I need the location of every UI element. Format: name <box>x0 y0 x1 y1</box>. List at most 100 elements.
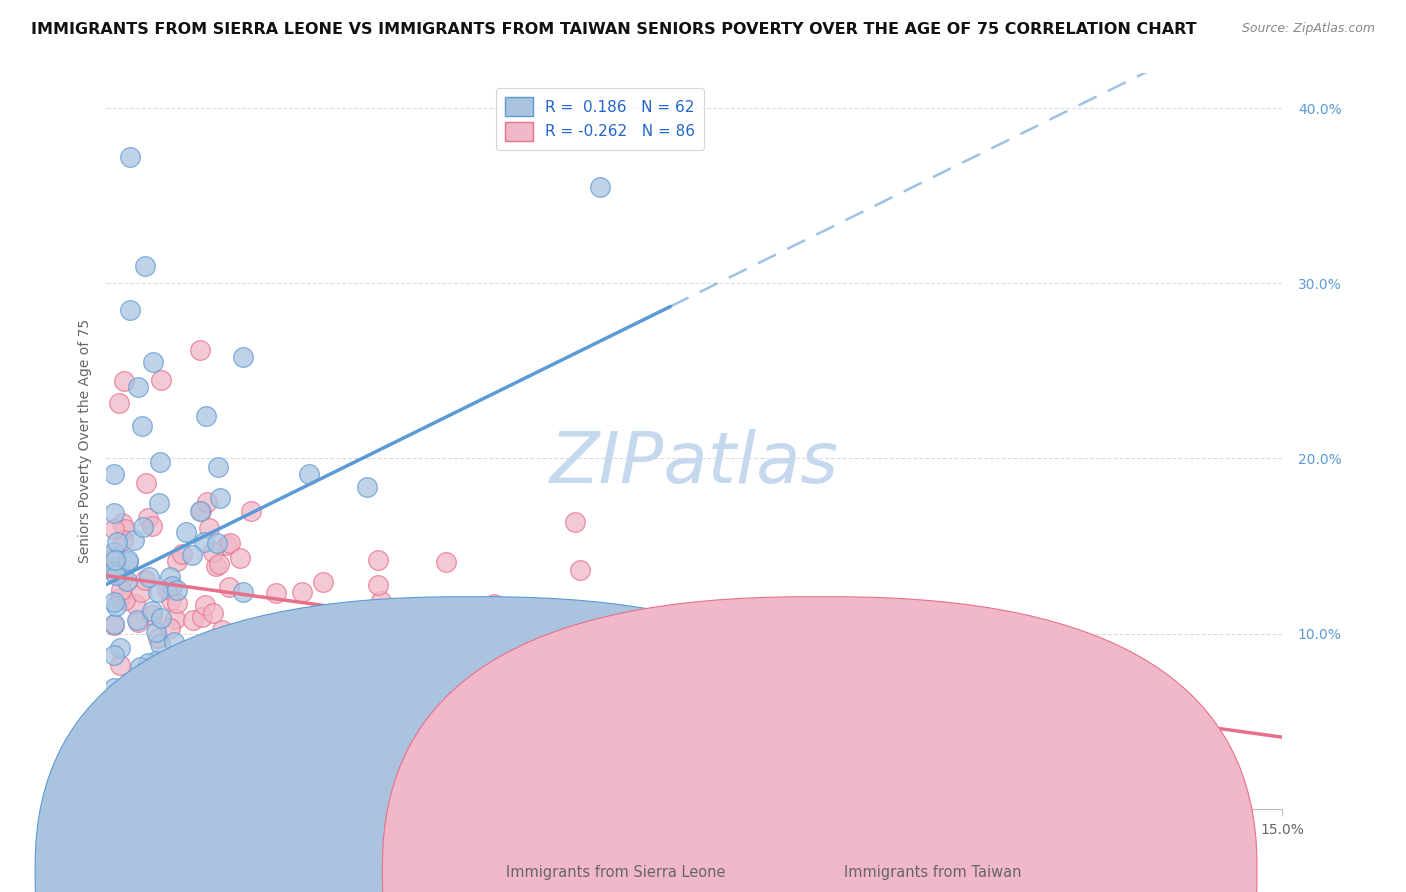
Legend: R =  0.186   N = 62, R = -0.262   N = 86: R = 0.186 N = 62, R = -0.262 N = 86 <box>496 88 704 150</box>
Text: Immigrants from Taiwan: Immigrants from Taiwan <box>844 865 1021 880</box>
Point <box>194 598 217 612</box>
Point <box>149 692 172 706</box>
Point <box>392 617 415 632</box>
Point <box>114 522 136 536</box>
Point <box>208 557 231 571</box>
Point <box>217 538 239 552</box>
Point <box>1098 688 1121 702</box>
Point <box>247 712 270 726</box>
Text: ZIPatlas: ZIPatlas <box>550 428 838 498</box>
Point <box>205 536 228 550</box>
Point <box>159 621 181 635</box>
Point <box>103 681 125 695</box>
Point <box>145 654 167 668</box>
Point <box>118 302 141 317</box>
Point <box>104 694 127 708</box>
Point <box>104 599 127 613</box>
Point <box>219 535 242 549</box>
Point <box>232 350 254 364</box>
Point <box>569 563 592 577</box>
Point <box>159 570 181 584</box>
Point <box>325 609 347 624</box>
Point <box>148 496 170 510</box>
Point <box>166 583 188 598</box>
Point <box>180 662 202 676</box>
Point <box>105 567 128 582</box>
Point <box>112 374 135 388</box>
Point <box>127 615 149 629</box>
Point <box>193 534 215 549</box>
Point <box>162 579 184 593</box>
Point <box>162 666 184 681</box>
Point <box>288 657 311 672</box>
Point <box>141 607 163 622</box>
Point <box>188 343 211 357</box>
Point <box>240 504 263 518</box>
Point <box>118 150 141 164</box>
Point <box>229 550 252 565</box>
Point <box>291 584 314 599</box>
Point <box>131 419 153 434</box>
Point <box>589 180 612 194</box>
Point <box>136 656 159 670</box>
Point <box>103 467 125 482</box>
Point <box>148 632 170 646</box>
Point <box>152 731 174 746</box>
Point <box>374 639 396 653</box>
Point <box>277 615 299 630</box>
Y-axis label: Seniors Poverty Over the Age of 75: Seniors Poverty Over the Age of 75 <box>79 319 93 563</box>
Point <box>181 614 204 628</box>
Point <box>117 555 139 569</box>
Point <box>160 593 183 607</box>
Point <box>141 604 163 618</box>
Point <box>188 504 211 518</box>
Point <box>814 633 837 648</box>
Point <box>298 467 321 481</box>
Point <box>141 519 163 533</box>
Point <box>195 495 218 509</box>
Point <box>444 642 467 657</box>
Point <box>117 552 139 566</box>
Point <box>174 663 197 677</box>
Point <box>163 634 186 648</box>
Point <box>134 259 156 273</box>
Point <box>253 677 276 691</box>
Point <box>103 522 125 536</box>
Point <box>166 596 188 610</box>
Point <box>104 559 127 574</box>
Point <box>135 475 157 490</box>
Point <box>145 625 167 640</box>
Point <box>108 640 131 655</box>
Point <box>180 549 202 563</box>
Point <box>103 617 125 632</box>
Point <box>103 506 125 520</box>
Point <box>156 727 179 741</box>
Point <box>114 592 136 607</box>
Point <box>202 545 225 559</box>
Point <box>103 618 125 632</box>
Point <box>166 554 188 568</box>
Point <box>356 480 378 494</box>
Point <box>108 658 131 673</box>
Point <box>207 460 229 475</box>
Point <box>108 395 131 409</box>
Point <box>190 689 212 703</box>
Point <box>437 684 460 698</box>
Point <box>249 718 271 732</box>
Point <box>104 552 127 566</box>
Point <box>111 571 134 585</box>
Point <box>112 533 135 547</box>
Point <box>191 610 214 624</box>
Point <box>127 380 149 394</box>
Point <box>146 584 169 599</box>
Point <box>367 578 389 592</box>
Point <box>110 516 132 530</box>
Point <box>170 547 193 561</box>
Point <box>197 520 219 534</box>
Point <box>201 606 224 620</box>
Point <box>221 634 243 648</box>
Point <box>564 515 586 529</box>
Point <box>343 634 366 648</box>
Point <box>122 533 145 547</box>
Point <box>149 637 172 651</box>
